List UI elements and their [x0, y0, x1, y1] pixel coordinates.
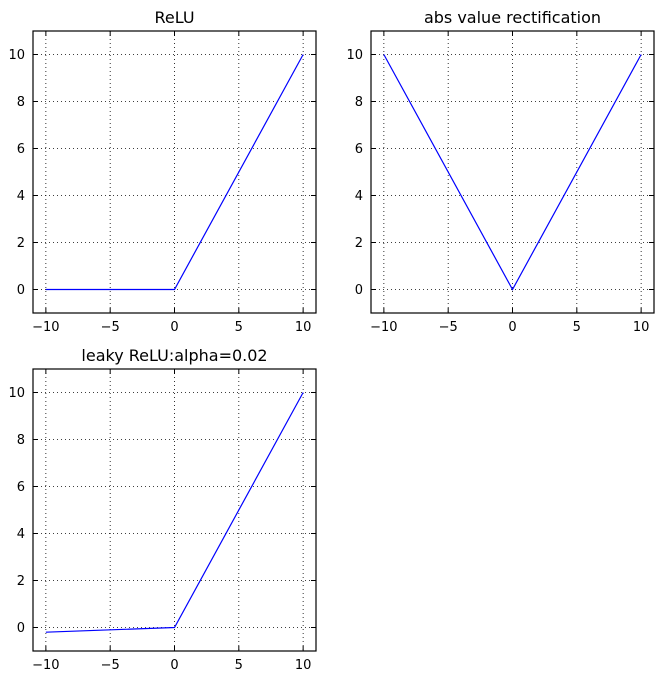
y-tick-label: 4	[17, 527, 25, 542]
x-tick-label: 5	[573, 320, 581, 335]
series-line	[45, 392, 304, 633]
y-tick-label: 2	[17, 236, 25, 251]
y-tick-label: 6	[355, 142, 363, 157]
series-line	[383, 54, 642, 291]
x-tick-label: 5	[235, 320, 243, 335]
axes-frame	[32, 30, 317, 314]
y-tick-label: 10	[346, 48, 363, 63]
chart-title: ReLU	[154, 8, 194, 27]
x-tick-label: −10	[32, 658, 59, 673]
y-tick-label: 8	[355, 95, 363, 110]
x-tick-label: −10	[32, 320, 59, 335]
y-tick-label: 0	[17, 621, 25, 636]
y-tick-label: 8	[17, 95, 25, 110]
y-tick-label: 0	[17, 283, 25, 298]
y-tick-label: 4	[355, 189, 363, 204]
chart-title: abs value rectification	[424, 8, 601, 27]
x-tick-label: 10	[295, 320, 312, 335]
axes-frame	[370, 30, 655, 314]
x-tick-label: 0	[170, 658, 178, 673]
x-tick-label: −5	[439, 320, 458, 335]
y-tick-label: 10	[8, 386, 25, 401]
series-line	[45, 54, 304, 291]
y-tick-label: 8	[17, 433, 25, 448]
subplot-3: −10 −5 0 5 10 0 2 4 6 8 10 leaky ReLU:alpha=0.02	[8, 346, 317, 673]
x-tick-label: 10	[633, 320, 650, 335]
x-tick-label: 5	[235, 658, 243, 673]
y-tick-label: 2	[355, 236, 363, 251]
subplot-2: −10 −5 0 5 10 0 2 4 6 8 10 abs value rectification	[346, 8, 655, 335]
x-tick-label: −10	[370, 320, 397, 335]
y-tick-label: 10	[8, 48, 25, 63]
y-tick-label: 0	[355, 283, 363, 298]
y-tick-label: 2	[17, 574, 25, 589]
y-tick-label: 4	[17, 189, 25, 204]
x-tick-label: −5	[101, 658, 120, 673]
subplot-1: −10 −5 0 5 10 0 2 4 6 8 10 ReLU	[8, 8, 317, 335]
y-tick-label: 6	[17, 142, 25, 157]
x-tick-label: 10	[295, 658, 312, 673]
x-tick-label: 0	[508, 320, 516, 335]
x-tick-label: −5	[101, 320, 120, 335]
x-tick-label: 0	[170, 320, 178, 335]
y-tick-label: 6	[17, 480, 25, 495]
chart-title: leaky ReLU:alpha=0.02	[81, 346, 267, 365]
